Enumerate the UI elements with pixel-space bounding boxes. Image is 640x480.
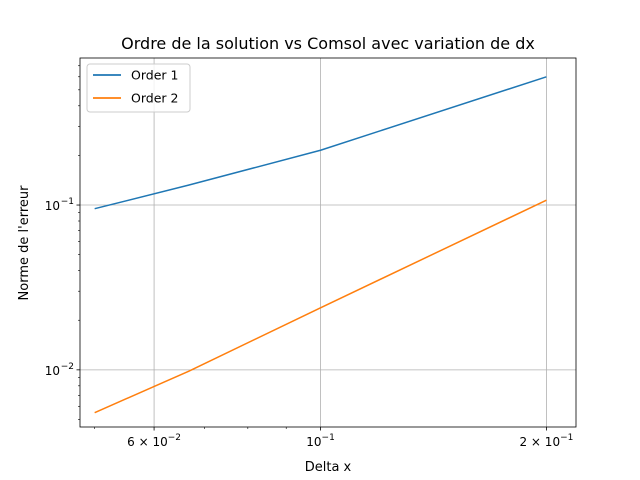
x-tick-label: 6 × 10−2 bbox=[127, 433, 181, 449]
y-axis-label: Norme de l'erreur bbox=[17, 185, 32, 301]
y-tick-label: 10 bbox=[45, 364, 60, 378]
legend-label-2: Order 2 bbox=[131, 91, 178, 106]
series-lines bbox=[94, 76, 547, 414]
legend-label-1: Order 1 bbox=[131, 68, 178, 83]
chart-title: Ordre de la solution vs Comsol avec vari… bbox=[121, 34, 535, 53]
legend-box bbox=[86, 63, 191, 113]
grid bbox=[80, 58, 576, 427]
y-tick-label: 10 bbox=[45, 199, 60, 213]
plot-frame bbox=[79, 57, 577, 428]
legend: Order 1 Order 2 bbox=[86, 63, 191, 113]
series-line-2 bbox=[94, 199, 547, 414]
x-axis-label: Delta x bbox=[305, 460, 352, 475]
x-tick-label: 2 × 10−1 bbox=[519, 433, 573, 449]
series-line-1 bbox=[94, 76, 547, 210]
y-tick-exponent: −1 bbox=[61, 197, 74, 207]
y-tick-exponent: −2 bbox=[61, 362, 74, 372]
axis-ticks: 6 × 10−2 10−1 2 × 10−110−210−1 bbox=[45, 65, 573, 449]
